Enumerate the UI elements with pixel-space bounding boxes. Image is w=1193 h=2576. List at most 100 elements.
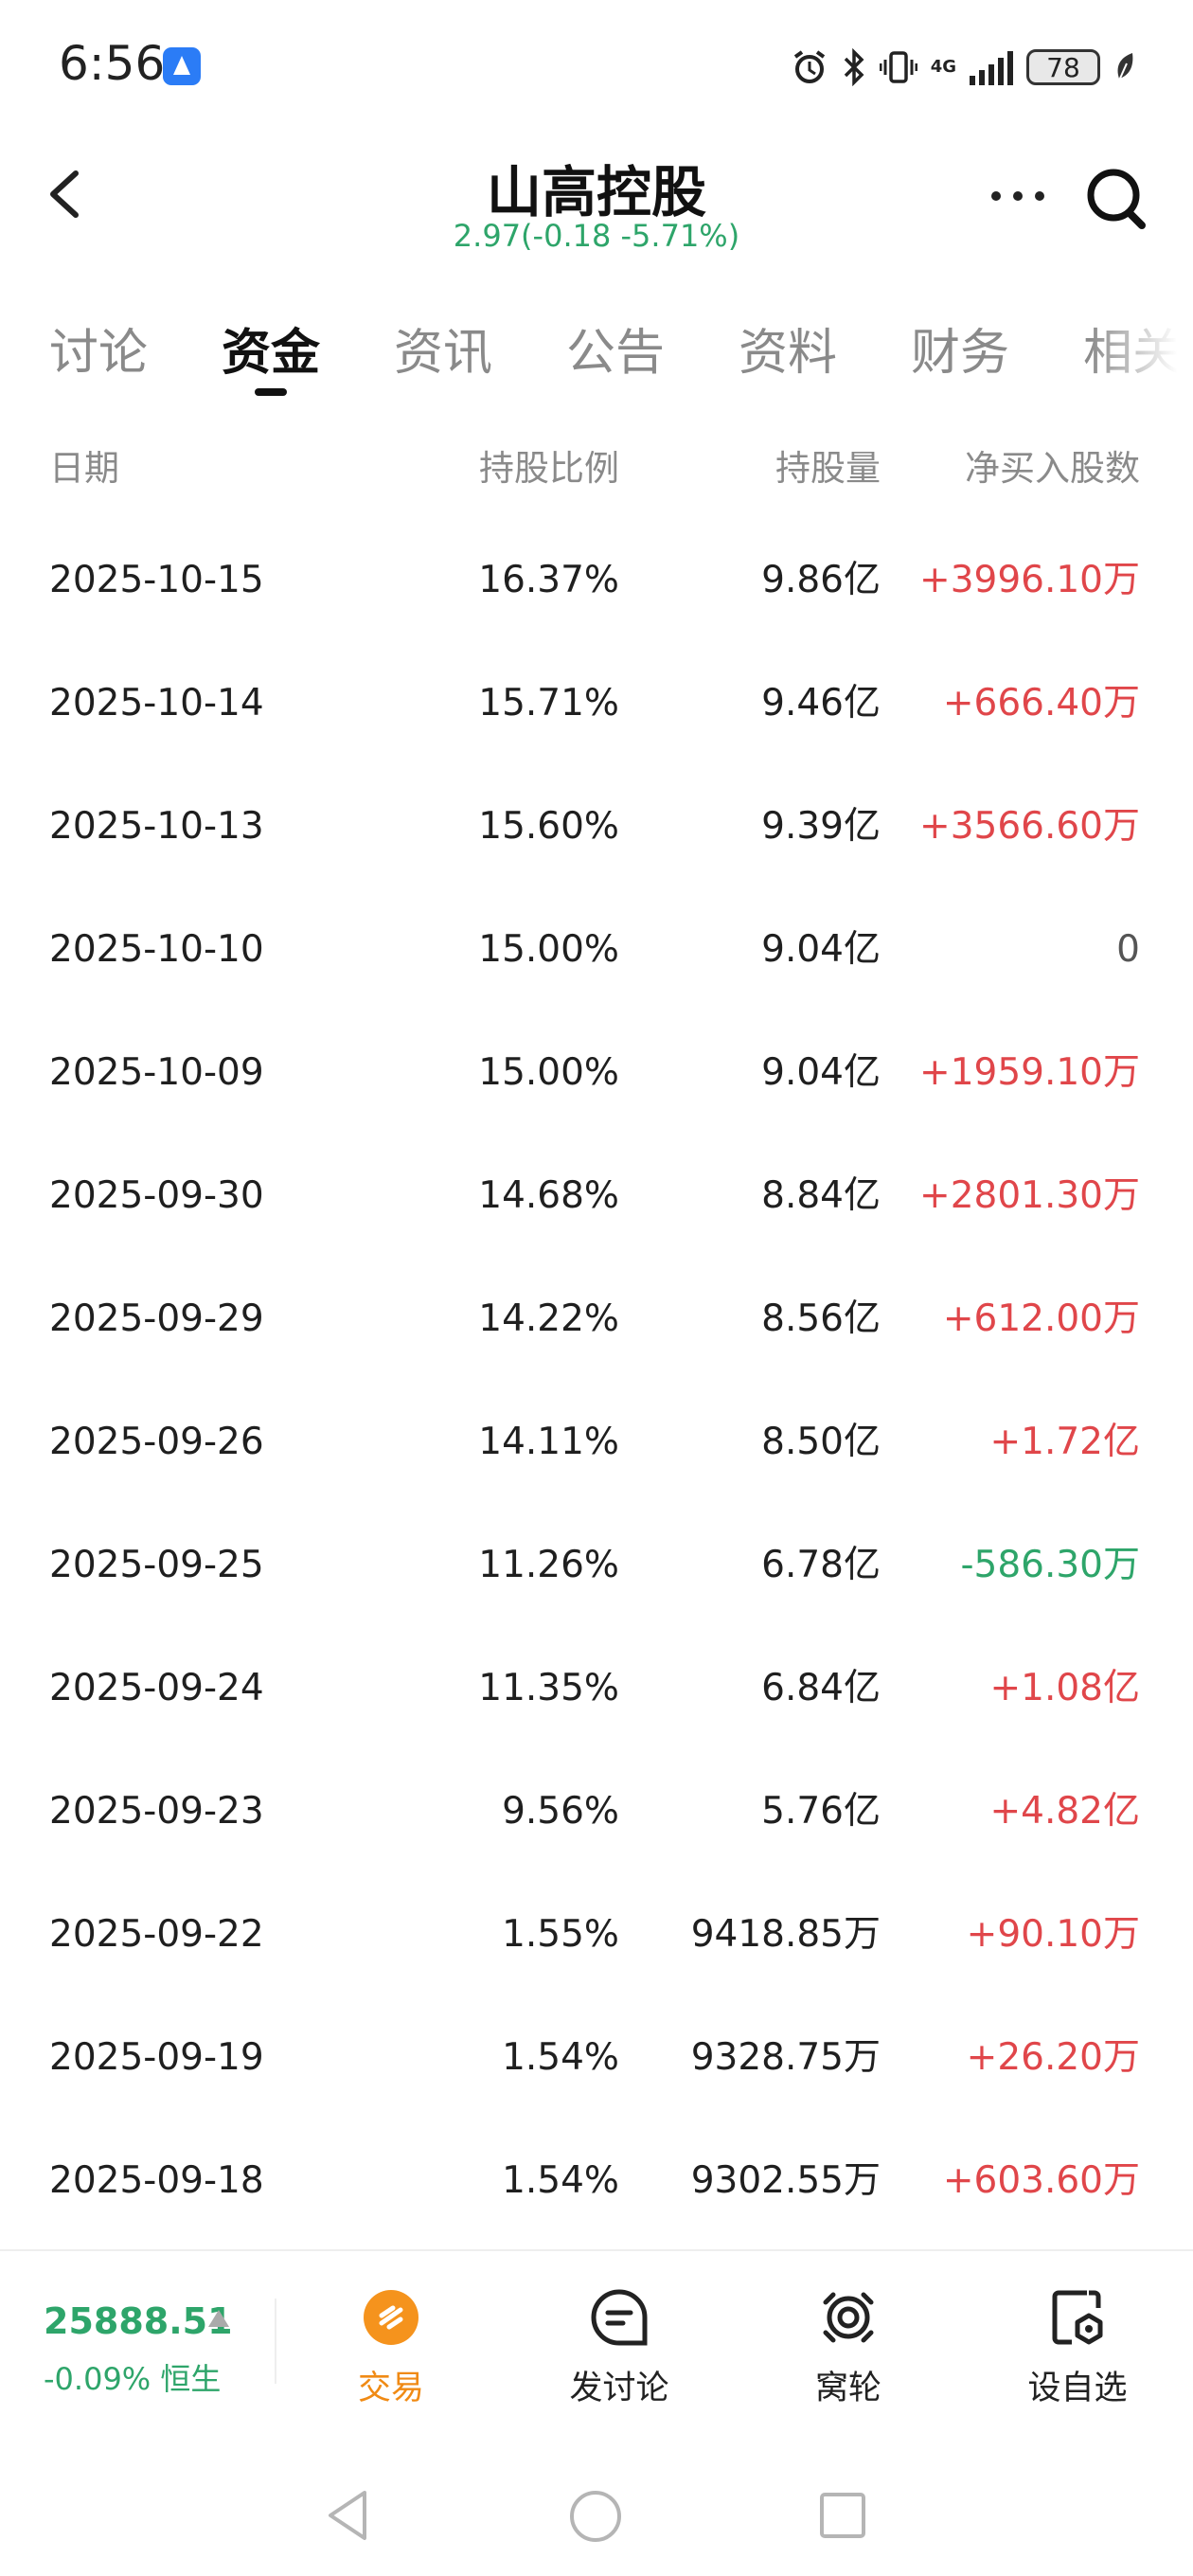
cell-ratio: 14.68%: [478, 1174, 619, 1217]
table-row[interactable]: 2025-09-24 11.35% 6.84亿 +1.08亿: [0, 1627, 1193, 1750]
cell-net-buy: +612.00万: [942, 1297, 1140, 1340]
cell-net-buy: +666.40万: [942, 682, 1140, 724]
tab-profile[interactable]: 资料: [739, 325, 838, 382]
battery-icon: 78: [1026, 49, 1100, 85]
cell-shares: 9.46亿: [761, 682, 881, 724]
tab-capital[interactable]: 资金: [222, 325, 321, 382]
cell-ratio: 11.26%: [478, 1544, 619, 1586]
nav-home-icon[interactable]: [568, 2489, 623, 2544]
add-watchlist-button[interactable]: 设自选: [1011, 2287, 1144, 2409]
index-change: -0.09% 恒生: [44, 2361, 222, 2397]
table-row[interactable]: 2025-09-26 14.11% 8.50亿 +1.72亿: [0, 1381, 1193, 1504]
alarm-icon: [791, 48, 828, 86]
cell-date: 2025-09-18: [49, 2159, 264, 2202]
cell-date: 2025-09-19: [49, 2036, 264, 2079]
cell-net-buy: +3566.60万: [919, 805, 1140, 848]
index-value: 25888.51: [44, 2300, 233, 2342]
cell-net-buy: +603.60万: [942, 2159, 1140, 2202]
search-icon: [1087, 169, 1146, 229]
tab-news[interactable]: 资讯: [394, 325, 493, 382]
table-row[interactable]: 2025-10-14 15.71% 9.46亿 +666.40万: [0, 642, 1193, 765]
cell-shares: 9.04亿: [761, 1051, 881, 1094]
cell-ratio: 14.22%: [478, 1297, 619, 1340]
cell-net-buy: +1.72亿: [989, 1421, 1140, 1463]
cell-shares: 5.76亿: [761, 1790, 881, 1833]
bottom-action-bar: 25888.51 -0.09% 恒生 交易 发讨论 窝轮: [0, 2249, 1193, 2417]
cell-date: 2025-09-30: [49, 1174, 264, 1217]
cell-net-buy: +4.82亿: [989, 1790, 1140, 1833]
leaf-icon: [1113, 50, 1136, 84]
cell-net-buy: +1.08亿: [989, 1667, 1140, 1709]
post-discussion-button[interactable]: 发讨论: [553, 2287, 686, 2409]
table-row[interactable]: 2025-09-29 14.22% 8.56亿 +612.00万: [0, 1258, 1193, 1381]
nav-back-icon[interactable]: [325, 2489, 370, 2542]
warrant-icon: [823, 2292, 874, 2343]
cell-ratio: 9.56%: [502, 1790, 619, 1833]
search-button[interactable]: [1079, 161, 1155, 237]
vibrate-icon: [879, 48, 917, 86]
col-header-date[interactable]: 日期: [49, 448, 119, 489]
col-header-net-buy[interactable]: 净买入股数: [965, 448, 1140, 489]
cell-shares: 9418.85万: [690, 1913, 881, 1956]
cell-shares: 6.78亿: [761, 1544, 881, 1586]
battery-level: 78: [1046, 51, 1080, 83]
table-row[interactable]: 2025-10-15 16.37% 9.86亿 +3996.10万: [0, 519, 1193, 642]
bluetooth-icon: [842, 48, 866, 86]
add-watchlist-label: 设自选: [1027, 2370, 1128, 2407]
trade-label: 交易: [357, 2370, 424, 2407]
tab-fade-overlay: [1089, 303, 1193, 398]
table-row[interactable]: 2025-09-18 1.54% 9302.55万 +603.60万: [0, 2120, 1193, 2243]
cell-net-buy: +1959.10万: [919, 1051, 1140, 1094]
table-row[interactable]: 2025-09-23 9.56% 5.76亿 +4.82亿: [0, 1750, 1193, 1873]
app-notification-icon: [163, 47, 201, 85]
cell-ratio: 1.54%: [502, 2159, 619, 2202]
col-header-shares[interactable]: 持股量: [775, 448, 881, 489]
stock-header: 山高控股 2.97(-0.18 -5.71%): [0, 142, 1193, 265]
table-row[interactable]: 2025-10-10 15.00% 9.04亿 0: [0, 888, 1193, 1011]
cell-date: 2025-10-15: [49, 559, 264, 601]
cell-shares: 9.04亿: [761, 928, 881, 971]
status-icons: 4G 78: [791, 44, 1136, 91]
trade-button[interactable]: 交易: [325, 2287, 457, 2409]
cell-net-buy: 0: [1116, 928, 1140, 971]
cell-shares: 9302.55万: [690, 2159, 881, 2202]
signal-icon: [970, 49, 1013, 85]
back-button[interactable]: [38, 166, 95, 223]
tab-bar: 讨论 资金 资讯 公告 资料 财务 相关: [0, 303, 1193, 398]
nav-recents-icon[interactable]: [818, 2491, 867, 2540]
table-row[interactable]: 2025-10-13 15.60% 9.39亿 +3566.60万: [0, 765, 1193, 888]
network-type: 4G: [930, 57, 956, 77]
tab-discussion[interactable]: 讨论: [49, 325, 149, 382]
cell-date: 2025-09-24: [49, 1667, 264, 1709]
stock-name: 山高控股: [486, 160, 706, 224]
add-watchlist-icon: [1052, 2290, 1103, 2345]
cell-ratio: 16.37%: [478, 559, 619, 601]
table-row[interactable]: 2025-09-30 14.68% 8.84亿 +2801.30万: [0, 1135, 1193, 1258]
cell-ratio: 1.55%: [502, 1913, 619, 1956]
table-header: 日期 持股比例 持股量 净买入股数: [0, 436, 1193, 502]
cell-date: 2025-09-23: [49, 1790, 264, 1833]
cell-shares: 8.84亿: [761, 1174, 881, 1217]
cell-net-buy: +3996.10万: [919, 559, 1140, 601]
col-header-ratio[interactable]: 持股比例: [479, 448, 619, 489]
warrant-button[interactable]: 窝轮: [782, 2287, 915, 2409]
tab-finance[interactable]: 财务: [911, 325, 1010, 382]
cell-shares: 9.39亿: [761, 805, 881, 848]
status-bar: 6:56 4G 78: [0, 0, 1193, 133]
warrant-label: 窝轮: [814, 2370, 881, 2407]
cell-net-buy: -586.30万: [960, 1544, 1140, 1586]
cell-net-buy: +26.20万: [966, 2036, 1140, 2079]
table-row[interactable]: 2025-09-22 1.55% 9418.85万 +90.10万: [0, 1873, 1193, 1996]
table-row[interactable]: 2025-09-19 1.54% 9328.75万 +26.20万: [0, 1996, 1193, 2120]
more-button[interactable]: [985, 182, 1051, 210]
cell-ratio: 11.35%: [478, 1667, 619, 1709]
table-row[interactable]: 2025-09-25 11.26% 6.78亿 -586.30万: [0, 1504, 1193, 1627]
cell-net-buy: +2801.30万: [919, 1174, 1140, 1217]
expand-arrow-icon: [208, 2310, 229, 2327]
cell-ratio: 15.00%: [478, 928, 619, 971]
chevron-left-icon: [50, 170, 79, 218]
cell-date: 2025-09-22: [49, 1913, 264, 1956]
tab-announcements[interactable]: 公告: [566, 325, 666, 382]
cell-date: 2025-10-13: [49, 805, 264, 848]
table-row[interactable]: 2025-10-09 15.00% 9.04亿 +1959.10万: [0, 1011, 1193, 1135]
